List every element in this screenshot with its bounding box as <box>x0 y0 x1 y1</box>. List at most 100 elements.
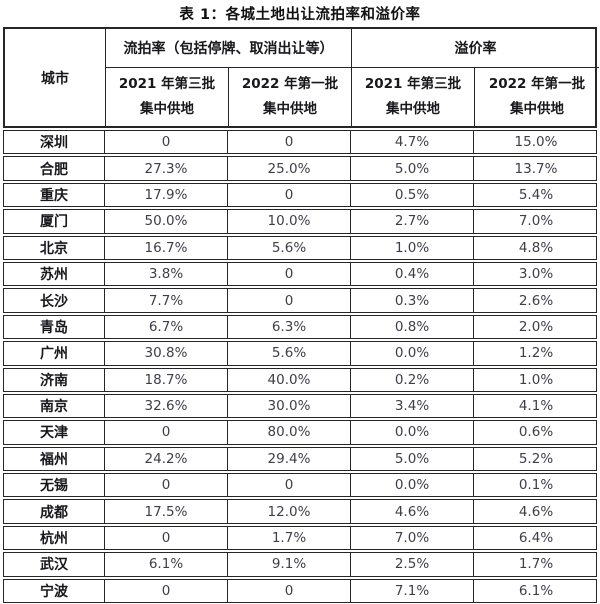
subheader-line1: 2021 年第三批 <box>118 76 216 93</box>
column-header-failure-2021-batch3: 2021 年第三批 集中供地 <box>106 68 229 126</box>
table-row: 济南 18.7% 40.0% 0.2% 1.0% <box>3 367 597 392</box>
value-cell: 0.1% <box>518 477 554 494</box>
value-cell: 17.9% <box>105 183 228 207</box>
table-row: 福州 24.2% 29.4% 5.0% 5.2% <box>3 446 597 472</box>
value-cell: 3.8% <box>105 262 228 286</box>
value-cell: 3.4% <box>351 394 474 418</box>
value-cell: 5.2% <box>518 450 554 467</box>
value-cell: 30.8% <box>105 342 228 365</box>
value-cell: 6.4% <box>518 530 554 547</box>
table-row: 广州 30.8% 5.6% 0.0% 1.2% <box>3 341 597 366</box>
value-cell: 16.7% <box>105 236 228 259</box>
value-cell: 18.7% <box>105 368 228 391</box>
value-cell: 4.6% <box>351 500 474 523</box>
value-cell: 32.6% <box>105 394 228 418</box>
value-cell: 2.0% <box>518 318 554 335</box>
value-cell: 2.5% <box>351 553 474 576</box>
column-header-failure-2022-batch1: 2022 年第一批 集中供地 <box>229 68 352 126</box>
value-cell: 25.0% <box>228 157 351 180</box>
subheader-line2: 集中供地 <box>140 101 194 117</box>
value-cell: 5.6% <box>228 236 351 259</box>
column-header-premium-2022-batch1: 2022 年第一批 集中供地 <box>475 68 599 126</box>
value-cell: 1.2% <box>518 345 554 362</box>
table-row: 深圳 0 0 4.7% 15.0% <box>3 130 597 155</box>
value-cell: 2.6% <box>518 292 554 309</box>
value-cell: 0.8% <box>351 315 474 339</box>
value-cell: 0 <box>105 579 228 603</box>
value-cell: 1.0% <box>518 371 554 388</box>
city-cell: 福州 <box>4 447 105 471</box>
table-row: 宁波 0 0 7.1% 6.1% <box>3 578 597 604</box>
value-cell: 15.0% <box>514 134 558 151</box>
value-cell: 1.7% <box>518 556 554 573</box>
value-cell: 1.0% <box>351 236 474 259</box>
table-row: 天津 0 80.0% 0.0% 0.6% <box>3 420 597 445</box>
value-cell: 0 <box>228 289 351 312</box>
value-cell: 5.0% <box>351 447 474 471</box>
table-row: 南京 32.6% 30.0% 3.4% 4.1% <box>3 393 597 419</box>
city-cell: 武汉 <box>4 553 105 576</box>
value-cell: 13.7% <box>514 160 558 177</box>
value-cell: 5.4% <box>518 186 554 203</box>
table-row: 杭州 0 1.7% 7.0% 6.4% <box>3 525 597 551</box>
city-cell: 北京 <box>4 236 105 259</box>
table-title: 表 1：各城土地出让流拍率和溢价率 <box>179 7 421 23</box>
value-cell: 0 <box>228 262 351 286</box>
city-cell: 重庆 <box>4 183 105 207</box>
table-row: 苏州 3.8% 0 0.4% 3.0% <box>3 261 597 287</box>
land-auction-table: 城市 流拍率（包括停牌、取消出让等） 溢价率 2021 年第三批 集中供地 20… <box>3 27 599 604</box>
value-cell: 0 <box>105 421 228 444</box>
column-group-failure-rate: 流拍率（包括停牌、取消出让等） <box>106 29 352 68</box>
subheader-line1: 2022 年第一批 <box>241 76 339 93</box>
column-header-city: 城市 <box>5 29 106 126</box>
table-row: 武汉 6.1% 9.1% 2.5% 1.7% <box>3 552 597 577</box>
value-cell: 5.0% <box>351 157 474 180</box>
table-row: 成都 17.5% 12.0% 4.6% 4.6% <box>3 499 597 524</box>
city-cell: 杭州 <box>4 526 105 550</box>
table-row: 合肥 27.3% 25.0% 5.0% 13.7% <box>3 156 597 181</box>
value-cell: 7.0% <box>518 213 554 230</box>
city-cell: 天津 <box>4 421 105 444</box>
subheader-line2: 集中供地 <box>386 101 440 117</box>
table-row: 无锡 0 0 0.0% 0.1% <box>3 473 597 498</box>
city-cell: 厦门 <box>4 210 105 233</box>
value-cell: 0 <box>228 579 351 603</box>
subheader-line2: 集中供地 <box>263 101 317 117</box>
city-cell: 无锡 <box>4 474 105 497</box>
city-cell: 济南 <box>4 368 105 391</box>
value-cell: 29.4% <box>228 447 351 471</box>
value-cell: 0 <box>228 183 351 207</box>
table-row: 青岛 6.7% 6.3% 0.8% 2.0% <box>3 314 597 340</box>
column-header-premium-2021-batch3: 2021 年第三批 集中供地 <box>352 68 475 126</box>
value-cell: 7.0% <box>351 526 474 550</box>
city-cell: 苏州 <box>4 262 105 286</box>
value-cell: 0.0% <box>351 474 474 497</box>
value-cell: 10.0% <box>228 210 351 233</box>
subheader-line1: 2022 年第一批 <box>488 76 586 93</box>
value-cell: 4.7% <box>351 131 474 154</box>
value-cell: 80.0% <box>228 421 351 444</box>
value-cell: 0.2% <box>351 368 474 391</box>
value-cell: 6.7% <box>105 315 228 339</box>
table-header: 城市 流拍率（包括停牌、取消出让等） 溢价率 2021 年第三批 集中供地 20… <box>3 27 599 128</box>
value-cell: 40.0% <box>228 368 351 391</box>
value-cell: 0.0% <box>351 421 474 444</box>
value-cell: 0 <box>228 474 351 497</box>
table-body: 深圳 0 0 4.7% 15.0% 合肥 27.3% 25.0% 5.0% 13.7% 重庆 17.9… <box>3 130 597 604</box>
city-cell: 深圳 <box>4 131 105 154</box>
city-cell: 广州 <box>4 342 105 365</box>
city-cell: 青岛 <box>4 315 105 339</box>
column-group-premium-rate: 溢价率 <box>352 29 599 68</box>
subheader-line1: 2021 年第三批 <box>364 76 462 93</box>
city-cell: 合肥 <box>4 157 105 180</box>
city-cell: 宁波 <box>4 579 105 603</box>
value-cell: 9.1% <box>228 553 351 576</box>
value-cell: 0.0% <box>351 342 474 365</box>
table-row: 重庆 17.9% 0 0.5% 5.4% <box>3 182 597 208</box>
value-cell: 0.4% <box>351 262 474 286</box>
value-cell: 4.6% <box>518 503 554 520</box>
value-cell: 6.3% <box>228 315 351 339</box>
value-cell: 6.1% <box>518 582 554 599</box>
value-cell: 0 <box>105 131 228 154</box>
value-cell: 0.6% <box>518 424 554 441</box>
